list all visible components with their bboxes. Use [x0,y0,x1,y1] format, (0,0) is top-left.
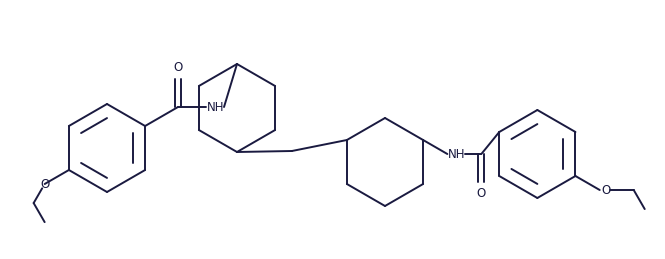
Text: NH: NH [207,100,225,113]
Text: O: O [477,187,486,200]
Text: O: O [174,61,183,74]
Text: O: O [602,183,611,197]
Text: O: O [40,177,49,191]
Text: NH: NH [448,147,466,161]
